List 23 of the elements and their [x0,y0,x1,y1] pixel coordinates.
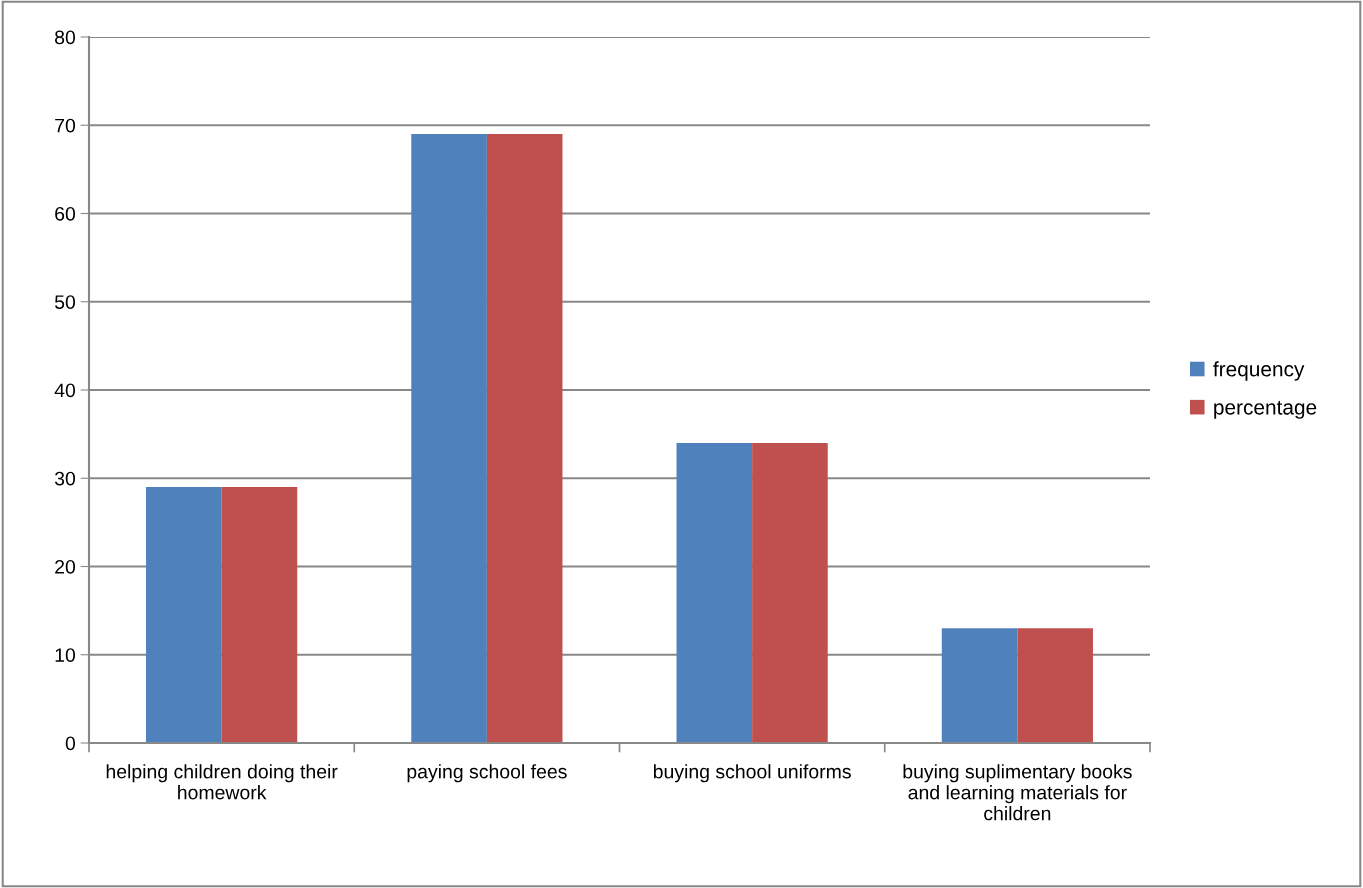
y-tick-label: 80 [55,30,76,45]
y-tick-label: 50 [54,295,76,309]
y-tick-label: 0 [65,736,76,751]
bar [752,442,828,743]
y-tick-label: 30 [54,471,76,486]
x-tick-label: buying school uniforms [653,764,851,783]
x-tick-label: paying school fees [407,764,567,783]
y-tick-label: 40 [54,383,76,398]
y-tick-label: 60 [55,206,76,221]
bar [221,487,298,743]
bar [676,442,753,743]
y-tick-label: 20 [55,559,76,574]
legend-label: percentage [1214,401,1317,419]
bar [411,134,487,743]
x-tick-label: helping children doing their homework [106,764,338,800]
bar [1017,628,1093,743]
x-tick-label: buying suplimentary books and learning materials for children [903,764,1132,821]
y-tick-label: 10 [55,648,76,662]
bar [941,628,1018,743]
y-tick-label: 70 [55,118,76,133]
bar [146,487,222,743]
legend-label: frequency [1213,361,1305,381]
bar [486,134,563,743]
